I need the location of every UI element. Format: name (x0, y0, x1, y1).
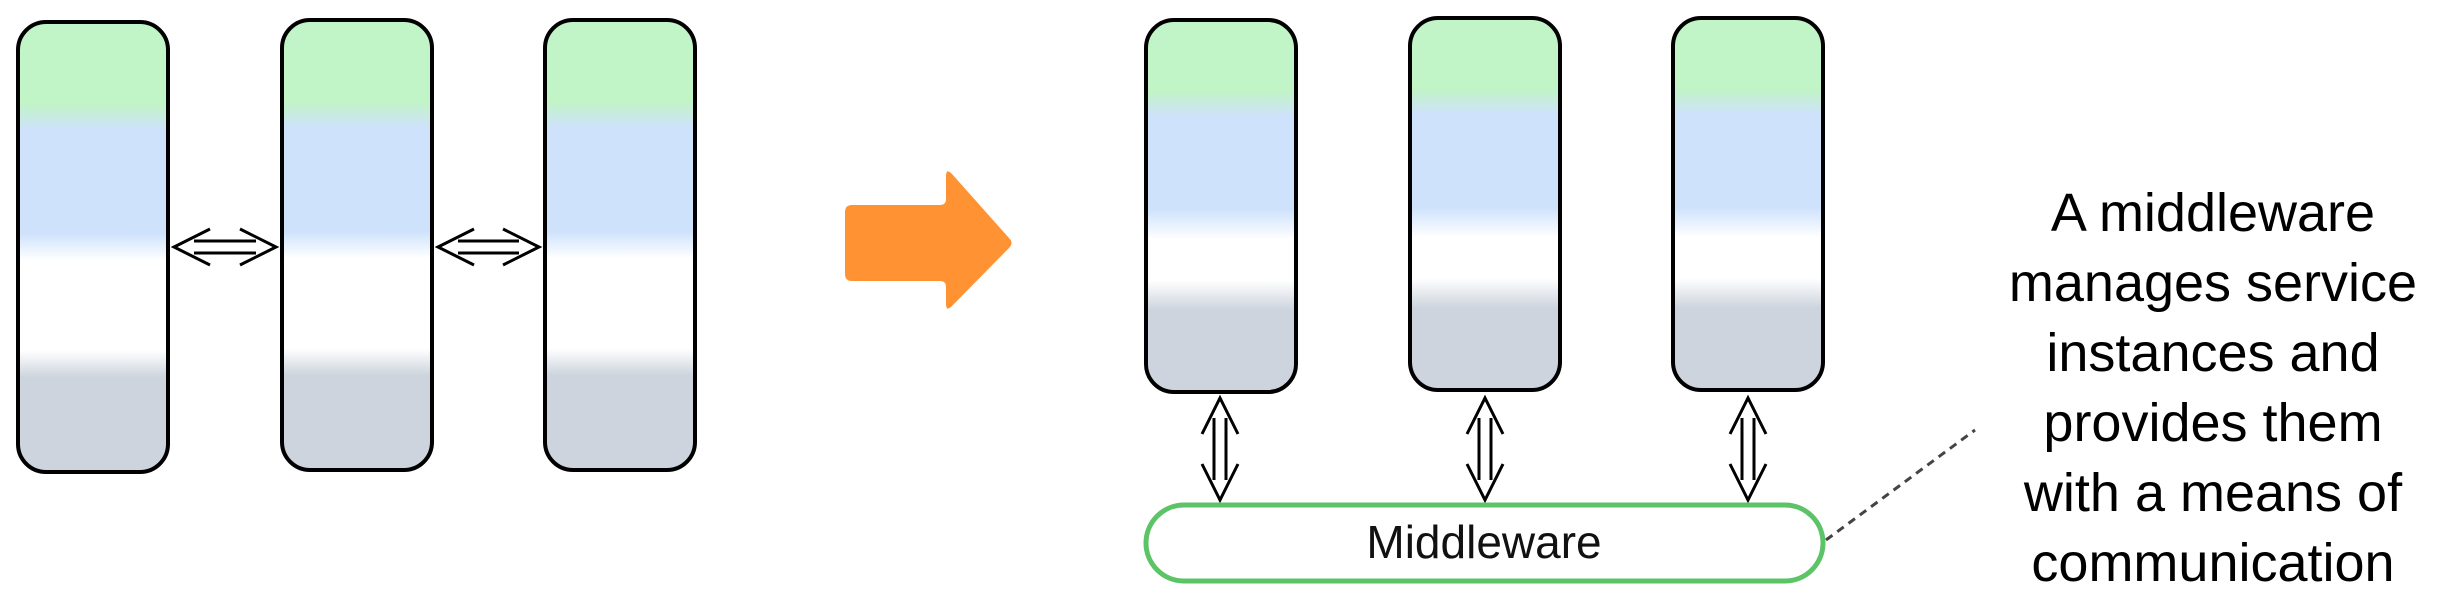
right-arrow-icon (845, 171, 1012, 309)
service-box (1144, 18, 1298, 394)
service-box (16, 20, 170, 474)
callout-line (1825, 428, 1976, 542)
double-headed-arrow-icon (434, 227, 543, 267)
right-services-group (1144, 16, 1825, 394)
left-services-group (16, 18, 697, 474)
double-headed-arrow-icon (1465, 394, 1505, 504)
middleware-box (1143, 502, 1826, 584)
service-box (280, 18, 434, 472)
double-headed-arrow-icon (170, 227, 280, 267)
middleware-label: Middleware (1366, 516, 1601, 568)
service-box (1671, 16, 1825, 392)
service-box (1408, 16, 1562, 392)
double-headed-arrow-icon (1728, 394, 1768, 504)
double-headed-arrow-icon (1200, 394, 1240, 504)
annotation-text: A middleware manages service instances a… (2008, 183, 2418, 593)
service-box (543, 18, 697, 472)
